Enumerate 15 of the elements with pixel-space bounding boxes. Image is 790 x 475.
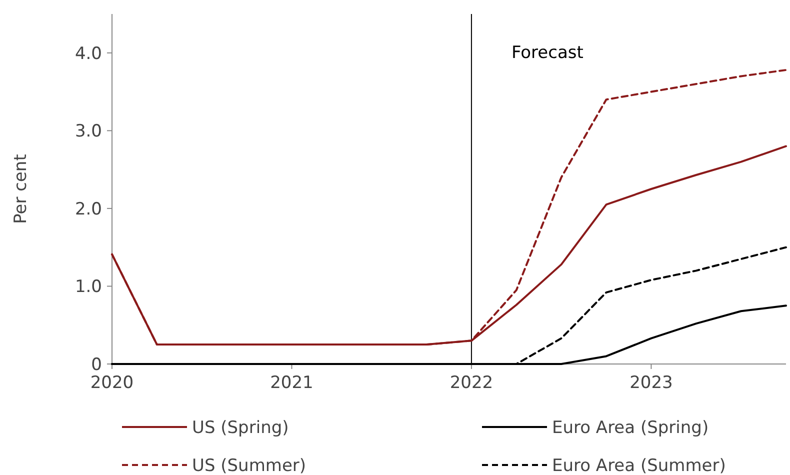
y-tick-label: 4.0 — [74, 44, 102, 64]
x-tick-label: 2021 — [270, 373, 314, 393]
x-tick-label: 2023 — [630, 373, 673, 393]
y-tick-label: 2.0 — [74, 199, 102, 220]
x-tick-label: 2022 — [450, 373, 494, 393]
legend-label: Euro Area (Summer) — [552, 456, 726, 475]
x-tick-label: 2020 — [90, 373, 134, 393]
ref-line-label: Forecast — [511, 43, 584, 63]
legend-label: US (Summer) — [192, 456, 306, 475]
legend-label: US (Spring) — [192, 418, 289, 438]
y-tick-label: 3.0 — [74, 122, 102, 142]
legend-label: Euro Area (Spring) — [552, 418, 709, 438]
y-tick-label: 1.0 — [74, 277, 102, 298]
y-tick-label: 0 — [91, 354, 102, 375]
y-axis-title: Per cent — [11, 154, 31, 224]
